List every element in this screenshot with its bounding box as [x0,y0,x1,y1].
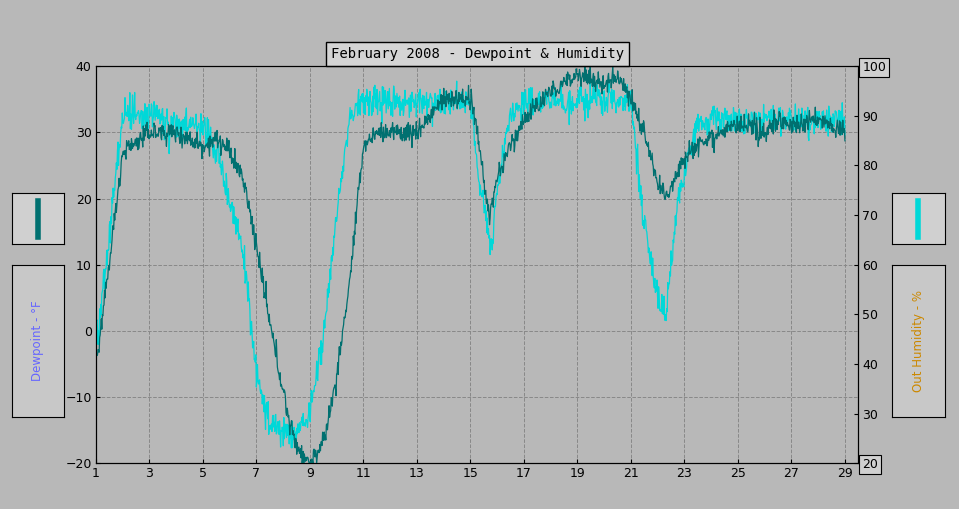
Text: Out Humidity - %: Out Humidity - % [912,290,924,392]
Text: Dewpoint - °F: Dewpoint - °F [32,301,44,381]
Title: February 2008 - Dewpoint & Humidity: February 2008 - Dewpoint & Humidity [331,47,623,61]
